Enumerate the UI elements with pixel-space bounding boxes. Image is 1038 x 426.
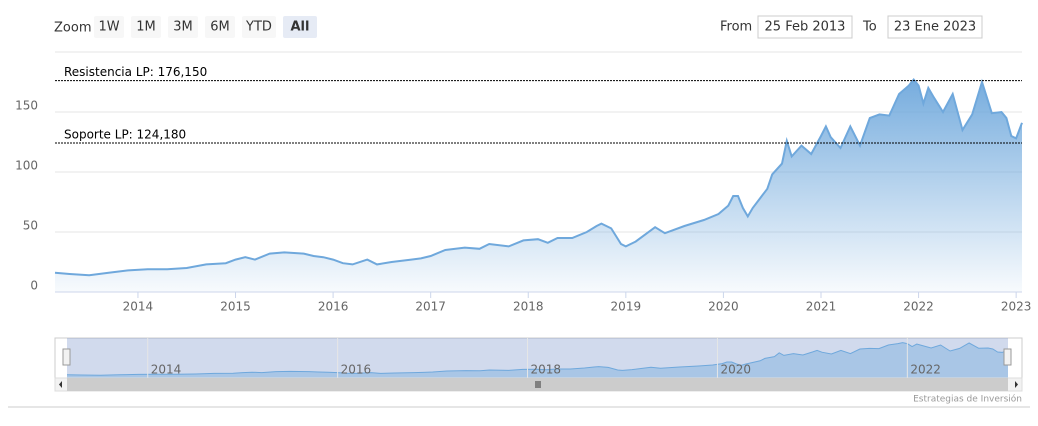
- x-tick-label: 2018: [513, 300, 544, 314]
- navigator-area: [67, 342, 1008, 378]
- y-tick-label: 0: [30, 279, 38, 293]
- x-tick-label: 2021: [806, 300, 837, 314]
- range-button-label: All: [291, 20, 310, 35]
- range-button[interactable]: [168, 16, 198, 38]
- navigator-tick-label: 2020: [720, 363, 751, 377]
- range-button[interactable]: [205, 16, 235, 38]
- range-button-label: 6M: [210, 20, 230, 35]
- y-tick-label: 150: [15, 99, 38, 113]
- x-tick-label: 2022: [903, 300, 934, 314]
- to-label: To: [862, 20, 877, 35]
- navigator[interactable]: [54, 337, 1023, 379]
- range-button-label: 3M: [173, 20, 193, 35]
- to-input[interactable]: [887, 15, 983, 39]
- x-tick-label: 2015: [220, 300, 251, 314]
- to-value: 23 Ene 2023: [894, 20, 976, 35]
- navigator-mask: [67, 338, 1008, 378]
- scrollbar-grip: [535, 381, 541, 388]
- from-input[interactable]: [757, 15, 853, 39]
- x-tick-label: 2016: [318, 300, 349, 314]
- plot-line-label: Soporte LP: 124,180: [64, 127, 186, 141]
- range-button[interactable]: [131, 16, 161, 38]
- navigator-tick-label: 2022: [910, 363, 941, 377]
- area-line: [54, 78, 1023, 277]
- from-label: From: [720, 20, 752, 35]
- navigator-handle[interactable]: [62, 348, 71, 366]
- range-button[interactable]: [283, 16, 317, 38]
- range-button-label: 1W: [98, 20, 119, 35]
- area-fill: [55, 79, 1022, 292]
- x-tick-label: 2023: [1001, 300, 1032, 314]
- x-tick-label: 2017: [415, 300, 446, 314]
- navigator-line: [66, 342, 1009, 376]
- y-tick-label: 100: [15, 159, 38, 173]
- navigator-tick-label: 2014: [151, 363, 182, 377]
- x-tick-label: 2014: [123, 300, 154, 314]
- range-button-label: 1M: [136, 20, 156, 35]
- plot-line-label: Resistencia LP: 176,150: [64, 65, 207, 79]
- range-button[interactable]: [94, 16, 124, 38]
- from-value: 25 Feb 2013: [765, 20, 846, 35]
- zoom-label: Zoom: [54, 21, 91, 36]
- credits: Estrategias de Inversión: [913, 394, 1022, 405]
- navigator-handle[interactable]: [1003, 348, 1012, 366]
- navigator-tick-label: 2016: [341, 363, 372, 377]
- y-tick-label: 50: [23, 219, 38, 233]
- range-button-label: YTD: [245, 20, 272, 35]
- navigator-tick-label: 2018: [531, 363, 562, 377]
- range-button[interactable]: [242, 16, 276, 38]
- x-tick-label: 2020: [708, 300, 739, 314]
- x-tick-label: 2019: [611, 300, 642, 314]
